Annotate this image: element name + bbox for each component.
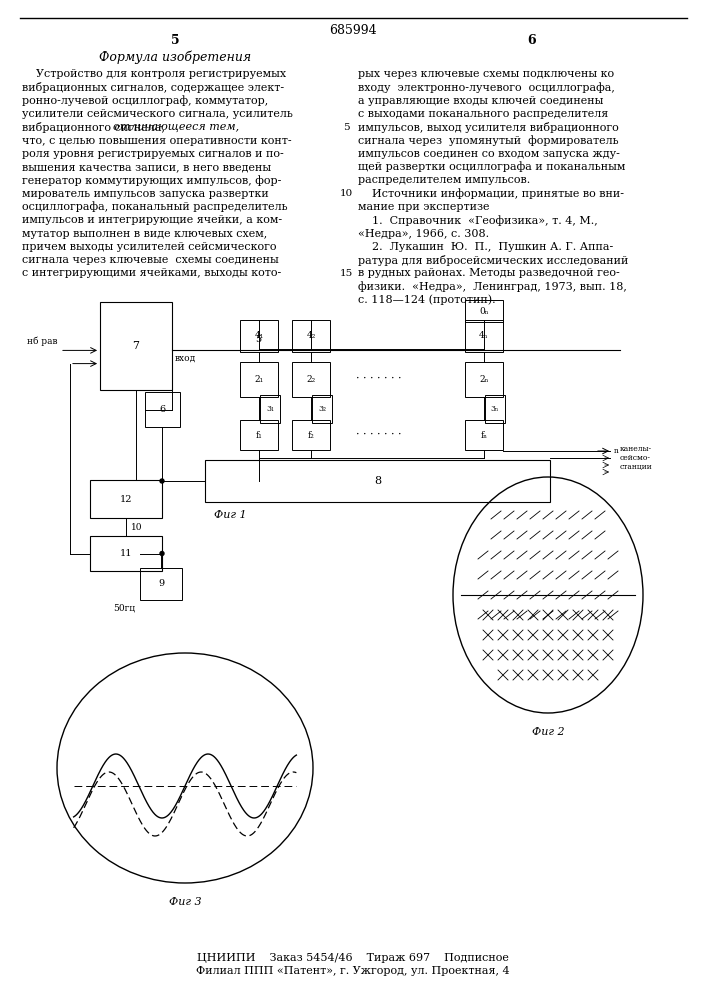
Text: канелы-: канелы- <box>620 445 652 453</box>
Circle shape <box>160 552 164 556</box>
Text: что, с целью повышения оперативности конт-: что, с целью повышения оперативности кон… <box>22 135 291 145</box>
Text: с выходами поканального распределителя: с выходами поканального распределителя <box>358 109 608 119</box>
Text: 5: 5 <box>343 123 349 132</box>
Text: 685994: 685994 <box>329 23 377 36</box>
Bar <box>145 392 180 427</box>
Text: 2₁: 2₁ <box>255 375 264 384</box>
Text: с интегрирующими ячейками, выходы кото-: с интегрирующими ячейками, выходы кото- <box>22 268 281 278</box>
Bar <box>292 320 330 352</box>
Bar <box>90 536 162 571</box>
Text: Фиг 3: Фиг 3 <box>169 897 201 907</box>
Text: Источники информации, принятые во вни-: Источники информации, принятые во вни- <box>358 188 624 199</box>
Text: 3₂: 3₂ <box>318 405 326 413</box>
Text: 7: 7 <box>132 341 139 351</box>
Text: мание при экспертизе: мание при экспертизе <box>358 202 489 212</box>
Bar <box>465 362 503 397</box>
Text: Формула изобретения: Формула изобретения <box>99 50 251 64</box>
Text: сигнала через  упомянутый  формирователь: сигнала через упомянутый формирователь <box>358 135 619 146</box>
Bar <box>292 420 330 450</box>
Bar <box>240 362 278 397</box>
Text: в рудных районах. Методы разведочной гео-: в рудных районах. Методы разведочной гео… <box>358 268 620 278</box>
Text: 5: 5 <box>170 33 180 46</box>
Text: 50гц: 50гц <box>113 603 135 612</box>
Text: 2.  Лукашин  Ю.  П.,  Пушкин А. Г. Аппа-: 2. Лукашин Ю. П., Пушкин А. Г. Аппа- <box>358 242 613 252</box>
Text: сейсмо-: сейсмо- <box>620 454 651 462</box>
Text: 0ₙ: 0ₙ <box>479 306 489 316</box>
Text: 4ₙ: 4ₙ <box>479 332 489 340</box>
Text: 3ₙ: 3ₙ <box>491 405 499 413</box>
Text: импульсов соединен со входом запуска жду-: импульсов соединен со входом запуска жду… <box>358 149 620 159</box>
Text: Устройство для контроля регистрируемых: Устройство для контроля регистрируемых <box>22 69 286 79</box>
Text: усилители сейсмического сигнала, усилитель: усилители сейсмического сигнала, усилите… <box>22 109 293 119</box>
Text: импульсов, выход усилителя вибрационного: импульсов, выход усилителя вибрационного <box>358 122 619 133</box>
Bar <box>100 302 172 390</box>
Text: 4₁: 4₁ <box>255 332 264 340</box>
Text: fₙ: fₙ <box>481 430 488 440</box>
Text: а управляющие входы ключей соединены: а управляющие входы ключей соединены <box>358 96 603 106</box>
Text: f₂: f₂ <box>308 430 315 440</box>
Text: 2ₙ: 2ₙ <box>479 375 489 384</box>
Text: n: n <box>614 447 619 455</box>
Text: 5: 5 <box>255 335 261 344</box>
Bar <box>465 420 503 450</box>
Text: ронно-лучевой осциллограф, коммутатор,: ронно-лучевой осциллограф, коммутатор, <box>22 95 268 106</box>
Text: с. 118—124 (прототип).: с. 118—124 (прототип). <box>358 295 496 305</box>
Text: вибрационного сигнала,: вибрационного сигнала, <box>22 122 168 133</box>
Text: входу  электронно-лучевого  осциллографа,: входу электронно-лучевого осциллографа, <box>358 82 615 93</box>
Text: 4₂: 4₂ <box>306 332 316 340</box>
Text: мирователь импульсов запуска развертки: мирователь импульсов запуска развертки <box>22 189 269 199</box>
Bar <box>465 320 503 352</box>
Bar <box>140 568 182 600</box>
Text: 9: 9 <box>158 580 164 588</box>
Text: генератор коммутирующих импульсов, фор-: генератор коммутирующих импульсов, фор- <box>22 175 281 186</box>
Text: физики.  «Недра»,  Ленинград, 1973, вып. 18,: физики. «Недра», Ленинград, 1973, вып. 1… <box>358 281 627 292</box>
Text: 8: 8 <box>374 476 381 486</box>
Text: нб рав: нб рав <box>28 337 58 346</box>
Text: 10: 10 <box>131 522 143 532</box>
Bar <box>465 300 503 322</box>
Bar <box>205 460 550 502</box>
Text: рых через ключевые схемы подключены ко: рых через ключевые схемы подключены ко <box>358 69 614 79</box>
Text: осциллографа, поканальный распределитель: осциллографа, поканальный распределитель <box>22 202 288 212</box>
Text: 10: 10 <box>339 189 353 198</box>
Text: 2₂: 2₂ <box>306 375 315 384</box>
Bar <box>292 362 330 397</box>
Text: · · · · · · ·: · · · · · · · <box>356 373 402 383</box>
Text: Филиал ППП «Патент», г. Ужгород, ул. Проектная, 4: Филиал ППП «Патент», г. Ужгород, ул. Про… <box>196 966 510 976</box>
Text: 3₁: 3₁ <box>266 405 274 413</box>
Text: вход: вход <box>175 354 197 363</box>
Text: импульсов и интегрирующие ячейки, а ком-: импульсов и интегрирующие ячейки, а ком- <box>22 215 282 225</box>
Text: Фиг 1: Фиг 1 <box>214 510 246 520</box>
Circle shape <box>160 479 164 483</box>
Text: распределителем импульсов.: распределителем импульсов. <box>358 175 530 185</box>
Text: 1.  Справочник  «Геофизика», т. 4, М.,: 1. Справочник «Геофизика», т. 4, М., <box>358 215 597 226</box>
Text: мутатор выполнен в виде ключевых схем,: мутатор выполнен в виде ключевых схем, <box>22 229 267 239</box>
Bar <box>312 395 332 423</box>
Text: f₁: f₁ <box>256 430 262 440</box>
Text: Фиг 2: Фиг 2 <box>532 727 564 737</box>
Text: ратура для вибросейсмических исследований: ратура для вибросейсмических исследовани… <box>358 255 629 266</box>
Text: вышения качества записи, в него введены: вышения качества записи, в него введены <box>22 162 271 172</box>
Text: 15: 15 <box>339 269 353 278</box>
Text: «Недра», 1966, с. 308.: «Недра», 1966, с. 308. <box>358 229 489 239</box>
Text: станции: станции <box>620 463 653 471</box>
Text: вибрационных сигналов, содержащее элект-: вибрационных сигналов, содержащее элект- <box>22 82 284 93</box>
Text: причем выходы усилителей сейсмического: причем выходы усилителей сейсмического <box>22 242 276 252</box>
Text: отличающееся тем,: отличающееся тем, <box>113 122 239 132</box>
Text: роля уровня регистрируемых сигналов и по-: роля уровня регистрируемых сигналов и по… <box>22 149 284 159</box>
Text: 11: 11 <box>119 549 132 558</box>
Bar <box>90 480 162 518</box>
Bar <box>485 395 505 423</box>
Text: 6: 6 <box>527 33 537 46</box>
Bar <box>260 395 280 423</box>
Text: 6: 6 <box>160 405 165 414</box>
Bar <box>240 320 278 352</box>
Text: щей развертки осциллографа и поканальным: щей развертки осциллографа и поканальным <box>358 162 626 172</box>
Text: · · · · · · ·: · · · · · · · <box>356 430 402 440</box>
Bar <box>240 420 278 450</box>
Text: 12: 12 <box>119 494 132 504</box>
Text: сигнала через ключевые  схемы соединены: сигнала через ключевые схемы соединены <box>22 255 279 265</box>
Text: ЦНИИПИ    Заказ 5454/46    Тираж 697    Подписное: ЦНИИПИ Заказ 5454/46 Тираж 697 Подписное <box>197 953 509 963</box>
